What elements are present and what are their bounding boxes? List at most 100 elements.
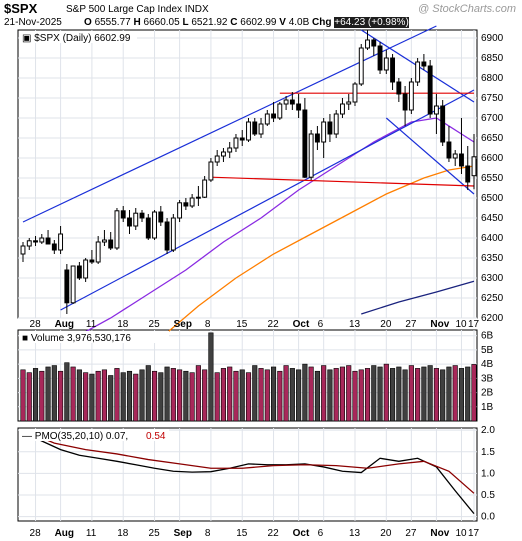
x-tick-label: 13 [349,319,361,330]
candle [433,105,439,115]
x-tick-label: 15 [236,528,248,539]
candle [365,39,370,49]
pmo-tick-label: 0.0 [481,512,495,523]
vol-tick-label: 3B [481,373,494,384]
x-tick-label: Nov [430,528,449,539]
volume-bar [170,368,176,422]
price-tick-label: 6650 [481,133,504,144]
volume-bar [114,368,120,422]
price-tick-label: 6700 [481,113,504,124]
x-tick-label: Aug [55,528,74,539]
candle [139,212,145,219]
volume-bar [195,365,201,422]
candle [383,57,389,71]
x-tick-label: 27 [405,319,417,330]
volume-bar [39,370,45,422]
candle [51,243,57,251]
pmo-pane-frame [17,427,478,522]
price-tick-label: 6450 [481,213,504,224]
change-value: +64.23 (+0.98%) [334,17,409,28]
volume-bar [271,366,277,422]
price-tick-label: 6250 [481,293,504,304]
candle [58,233,64,251]
volume-bar [220,368,226,422]
vol-tick-label: 1B [481,402,494,413]
candle [283,99,289,105]
candle [446,141,452,159]
x-tick-label: 20 [380,319,392,330]
candle [164,221,170,251]
candle [452,153,458,159]
x-tick-label: 20 [380,528,392,539]
volume-bar [377,366,383,422]
candle [70,265,76,304]
volume-bar [352,370,358,422]
price-tick-label: 6350 [481,253,504,264]
volume-bar [308,366,314,422]
candle [440,105,446,143]
volume-bar [283,365,289,422]
ma-orange-line [160,165,475,339]
low-value: 6521.92 [191,17,228,28]
candle [33,240,38,243]
pmo-tick-label: 0.5 [481,490,495,501]
x-tick-label: 25 [149,528,161,539]
vol-tick-label: 6B [481,331,494,342]
price-title: ▣ $SPX (Daily) 6602.99 [22,33,131,44]
candle [321,121,327,143]
x-tick-label: 10 [455,528,467,539]
volume-bar [70,366,76,422]
candle [76,265,82,279]
stockcharts-brand[interactable]: @ StockCharts.com [418,3,516,15]
candle [152,211,157,239]
candle [189,197,195,207]
volume-bar [364,368,371,422]
pmo-title: — PMO(35,20,10) 0.07, [22,431,128,442]
candle [471,156,477,177]
volume-bar [371,365,377,422]
volume-bar [45,366,51,422]
x-tick-label: 17 [468,319,480,330]
price-tick-label: 6850 [481,53,504,64]
volume-bar [327,369,333,422]
candle [20,245,26,255]
candle [26,240,32,247]
x-tick-label: 10 [455,319,467,330]
volume-bar [258,368,264,422]
candle [465,165,471,183]
volume-bar [296,369,302,422]
volume-bar [333,368,339,422]
price-tick-label: 6550 [481,173,504,184]
x-tick-label: 6 [318,319,324,330]
x-tick-label: 25 [149,319,161,330]
candle [202,179,208,198]
volume-bar [126,370,133,422]
candle [114,210,120,249]
x-tick-label: Aug [55,319,74,330]
candle [183,202,189,207]
price-tick-label: 6400 [481,233,504,244]
candle [308,133,314,178]
x-tick-label: Sep [174,528,192,539]
x-tick-label: 22 [268,528,280,539]
x-tick-label: 15 [236,319,248,330]
volume-bar [76,369,82,422]
volume-bar [26,372,32,422]
vol-tick-label: 4B [481,359,494,370]
pmo-title-signal: 0.54 [146,431,166,442]
price-tick-label: 6200 [481,313,504,324]
candle [371,39,377,47]
volume-bar [202,369,208,422]
volume-bar [390,368,396,422]
volume-bar [396,366,402,422]
x-tick-label: 28 [30,528,42,539]
x-tick-label: Nov [430,319,449,330]
candle [277,103,283,119]
volume-bar [408,365,414,422]
volume-bar [151,370,158,422]
volume-bar [20,369,26,422]
vol-tick-label: 5B [481,345,494,356]
candle [214,155,220,163]
price-tick-label: 6500 [481,193,504,204]
candle [415,61,421,83]
